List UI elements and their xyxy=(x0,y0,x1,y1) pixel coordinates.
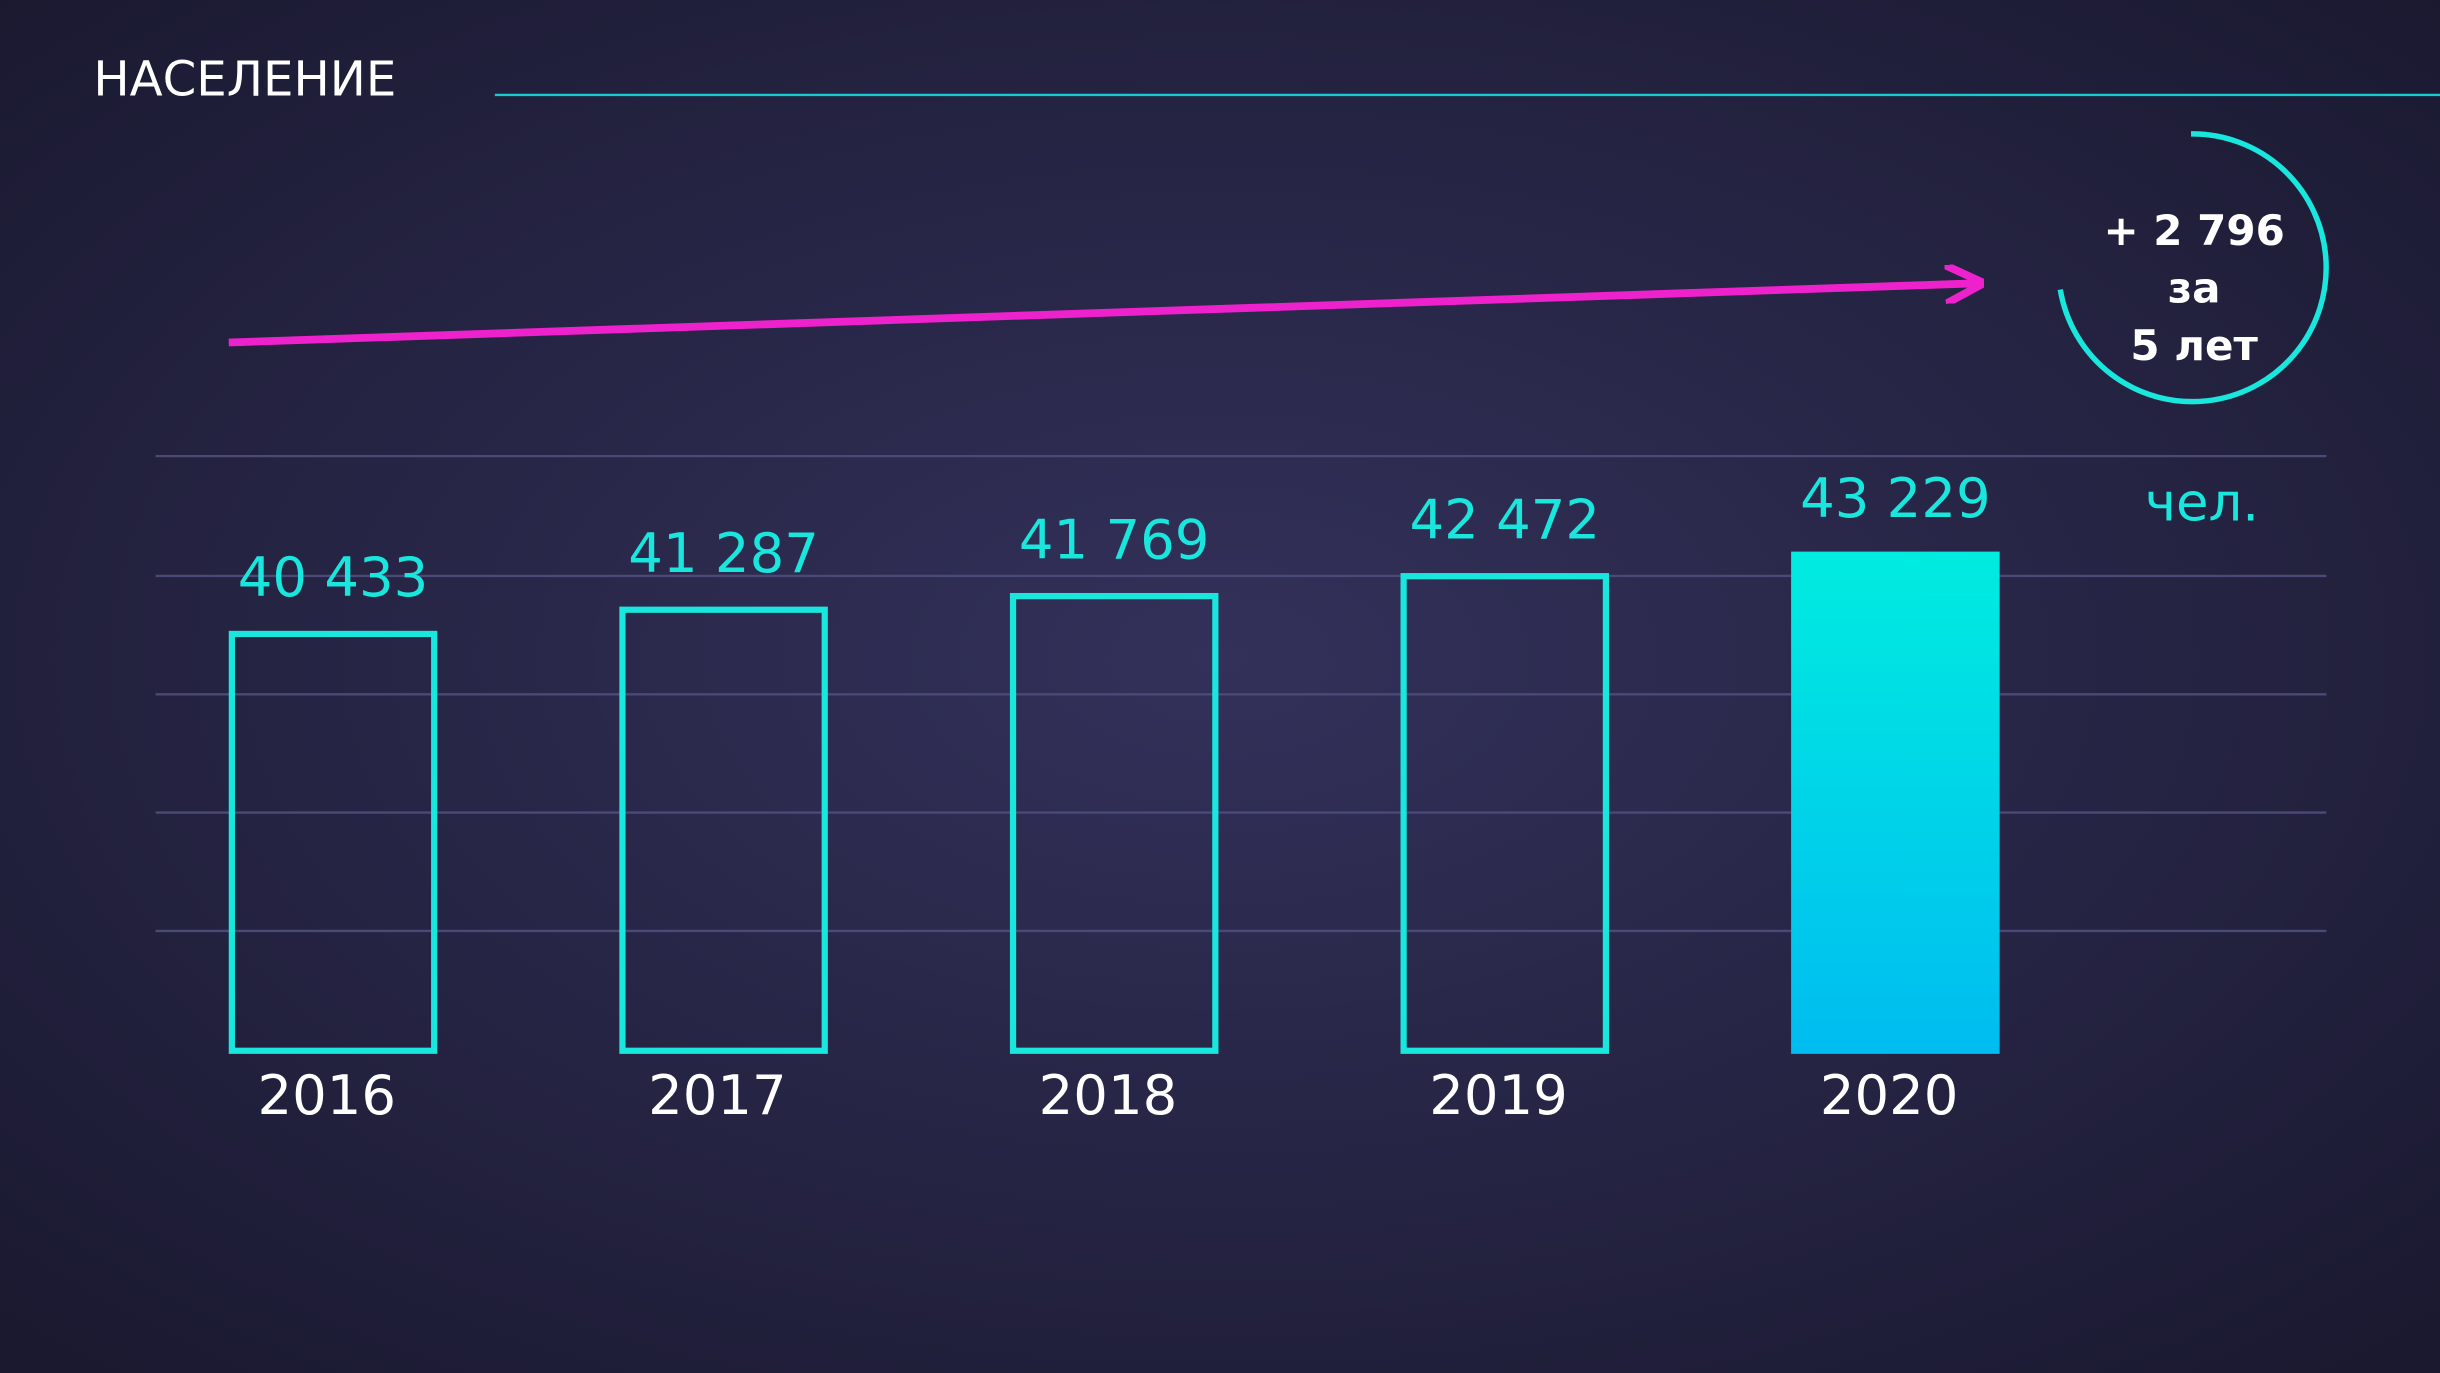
bar xyxy=(228,630,438,1054)
bar xyxy=(1009,592,1219,1054)
x-tick-label: 2019 xyxy=(1429,1063,1568,1127)
x-tick-label: 2018 xyxy=(1039,1063,1178,1127)
trend-arrow xyxy=(228,283,1977,347)
value-label: 42 472 xyxy=(1409,487,1600,551)
unit-label: чел. xyxy=(2145,473,2259,534)
value-label: 40 433 xyxy=(238,545,429,609)
annotation-text: 5 лет xyxy=(2130,321,2258,370)
x-tick-label: 2016 xyxy=(257,1063,396,1127)
annotation-ring xyxy=(2057,131,2329,405)
x-tick-label: 2020 xyxy=(1820,1063,1959,1127)
bar xyxy=(619,606,828,1054)
x-tick-label: 2017 xyxy=(648,1063,787,1127)
value-label: 41 769 xyxy=(1019,507,1210,571)
annotation-text: + 2 796 xyxy=(2103,206,2284,255)
chart-title: НАСЕЛЕНИЕ xyxy=(93,51,396,107)
annotation-text: за xyxy=(2168,264,2221,313)
bar xyxy=(1400,573,1610,1054)
value-label: 43 229 xyxy=(1800,466,1991,530)
bar xyxy=(1791,551,2000,1054)
value-label: 41 287 xyxy=(628,521,819,585)
